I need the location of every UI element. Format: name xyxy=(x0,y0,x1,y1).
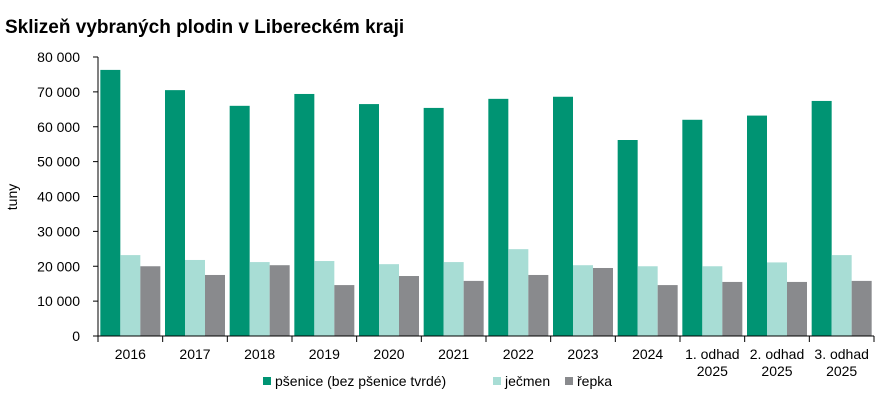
y-tick-label: 70 000 xyxy=(37,84,80,100)
x-tick-label: 1. odhad 2025 xyxy=(685,346,740,379)
bar xyxy=(334,285,355,336)
y-tick-label: 10 000 xyxy=(37,293,80,309)
bar xyxy=(831,255,852,336)
bar xyxy=(787,281,807,336)
bar xyxy=(637,266,658,336)
x-axis-ticks: 2016 2017 2018 2019 2020 2021 2022 2023 2024 1. o… xyxy=(97,336,875,379)
bar xyxy=(269,265,290,336)
x-tick-label: 2018 xyxy=(244,346,275,362)
bar xyxy=(165,90,185,336)
x-tick-label: 2017 xyxy=(179,346,210,362)
bar xyxy=(205,274,225,336)
bar xyxy=(100,69,121,336)
x-tick-label: 3. odhad 2025 xyxy=(814,346,869,379)
legend-swatch xyxy=(263,377,271,385)
bar xyxy=(528,274,549,336)
bar xyxy=(553,96,573,336)
bar xyxy=(249,262,270,336)
y-axis-ticks: 0 10 000 20 000 30 000 40 000 50 000 60 000 70 … xyxy=(37,49,98,344)
bar xyxy=(379,264,399,336)
bar xyxy=(508,249,529,336)
legend-label: pšenice (bez pšenice tvrdé) xyxy=(275,373,446,389)
legend-swatch xyxy=(565,377,573,385)
bar xyxy=(229,105,250,336)
y-axis-label: tuny xyxy=(4,184,20,210)
y-tick-label: 60 000 xyxy=(37,119,80,135)
y-tick-label: 40 000 xyxy=(37,189,80,205)
bar xyxy=(573,265,593,336)
bar xyxy=(767,262,787,336)
bar xyxy=(722,281,743,336)
y-tick-label: 80 000 xyxy=(37,49,80,65)
x-tick-label: 2016 xyxy=(115,346,146,362)
x-tick-label: 2. odhad 2025 xyxy=(750,346,805,379)
y-tick-label: 0 xyxy=(72,328,80,344)
bar xyxy=(423,107,444,336)
bar xyxy=(657,285,678,336)
bar xyxy=(359,104,379,336)
bar xyxy=(747,115,767,336)
bar xyxy=(294,93,315,336)
bar xyxy=(811,100,832,336)
bar xyxy=(185,259,205,336)
y-tick-label: 30 000 xyxy=(37,223,80,239)
x-tick-label: 2024 xyxy=(632,346,663,362)
y-tick-label: 20 000 xyxy=(37,258,80,274)
legend-swatch xyxy=(493,377,501,385)
bar xyxy=(463,280,484,336)
y-tick-label: 50 000 xyxy=(37,154,80,170)
bar xyxy=(851,280,872,336)
x-tick-label: 2023 xyxy=(567,346,598,362)
chart-title: Sklizeň vybraných plodin v Libereckém kr… xyxy=(5,17,404,38)
bar xyxy=(443,262,464,336)
x-tick-label: 2019 xyxy=(309,346,340,362)
bar xyxy=(682,119,703,337)
bar xyxy=(399,276,419,336)
x-tick-label: 2022 xyxy=(503,346,534,362)
bar xyxy=(488,98,509,336)
bar xyxy=(617,140,638,336)
bar xyxy=(140,266,161,336)
bar xyxy=(120,255,141,336)
x-tick-label: 2021 xyxy=(438,346,469,362)
legend-label: ječmen xyxy=(504,373,550,389)
bar xyxy=(702,266,723,336)
bars-group xyxy=(100,69,872,337)
x-tick-label: 2020 xyxy=(373,346,404,362)
legend: pšenice (bez pšenice tvrdé) ječmen řepka xyxy=(263,373,612,389)
bar xyxy=(593,267,613,336)
bar xyxy=(314,261,335,336)
legend-label: řepka xyxy=(577,373,612,389)
